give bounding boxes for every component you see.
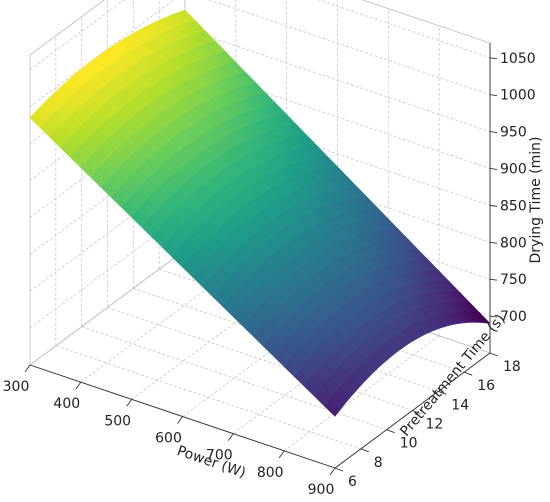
- grid-back-z: [317, 0, 491, 59]
- grid-floor-y: [81, 326, 387, 431]
- z-tick-label: 700: [500, 309, 527, 325]
- z-tick-mark: [489, 57, 498, 60]
- z-tick-label: 850: [500, 198, 527, 214]
- z-tick-label: 1050: [500, 51, 536, 67]
- z-tick-label: 800: [500, 235, 527, 251]
- y-tick-label: 8: [374, 455, 383, 471]
- z-tick-mark: [489, 131, 498, 134]
- grid-back-z: [184, 28, 491, 132]
- y-tick-label: 14: [451, 397, 469, 413]
- x-tick-mark: [227, 433, 234, 441]
- x-tick-mark: [278, 450, 285, 459]
- z-tick-label: 950: [500, 125, 527, 141]
- y-tick-mark: [464, 371, 473, 376]
- y-tick-mark: [386, 429, 395, 434]
- z-axis-ticks: 700 750 800 850 900 950 1000 1050: [489, 51, 536, 325]
- x-tick-label: 700: [206, 448, 233, 464]
- z-axis-label: Drying Time (min): [528, 137, 544, 264]
- x-tick-mark: [75, 381, 82, 390]
- grid-back-z: [208, 0, 491, 96]
- y-tick-label: 12: [426, 417, 444, 433]
- x-tick-label: 300: [3, 379, 30, 395]
- z-tick-mark: [489, 94, 498, 97]
- y-axis-ticks: 6 8 10 12 14 16 18: [334, 352, 521, 490]
- y-tick-mark: [438, 390, 447, 395]
- y-tick-label: 10: [400, 436, 418, 452]
- x-tick-mark: [329, 467, 336, 476]
- z-tick-mark: [489, 204, 498, 207]
- grid-back-z: [184, 65, 491, 169]
- z-tick-mark: [489, 168, 498, 170]
- z-tick-mark: [489, 241, 498, 244]
- x-tick-label: 400: [53, 396, 80, 412]
- x-tick-mark: [126, 399, 133, 407]
- x-tick-label: 900: [308, 482, 335, 498]
- grid-floor-y: [107, 307, 413, 411]
- grid-floor-y: [55, 345, 361, 450]
- grid-back-z: [184, 102, 491, 206]
- x-axis-ticks: 300 400 500 600 700 800 900: [3, 364, 336, 498]
- z-tick-mark: [489, 278, 498, 281]
- y-tick-label: 16: [477, 378, 495, 394]
- z-tick-mark: [489, 315, 498, 318]
- x-tick-label: 500: [104, 413, 131, 429]
- y-tick-mark: [489, 352, 499, 357]
- y-tick-label: 18: [503, 359, 521, 375]
- y-tick-mark: [334, 467, 344, 472]
- z-tick-label: 1000: [500, 88, 536, 104]
- z-tick-label: 900: [500, 162, 527, 178]
- x-tick-label: 800: [257, 465, 284, 481]
- x-tick-mark: [177, 416, 183, 424]
- y-tick-mark: [360, 448, 369, 453]
- surface-mesh: [29, 9, 491, 417]
- grid-left-z: [29, 0, 125, 71]
- surface-cell: [324, 399, 341, 417]
- x-tick-label: 600: [155, 431, 182, 447]
- y-tick-label: 6: [348, 474, 357, 490]
- x-tick-mark: [24, 364, 31, 373]
- grid-floor-x: [283, 335, 440, 452]
- z-tick-label: 750: [500, 272, 527, 288]
- y-tick-mark: [412, 410, 421, 414]
